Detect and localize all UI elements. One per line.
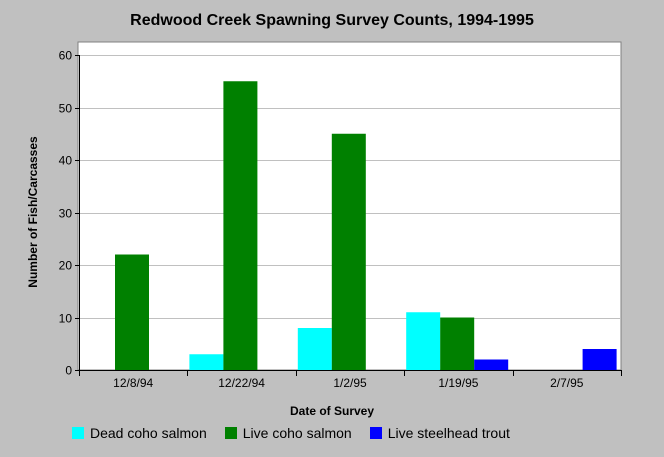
legend: Dead coho salmon Live coho salmon Live ste… xyxy=(72,425,510,441)
y-tick-label: 0 xyxy=(65,364,72,378)
y-tick-label: 10 xyxy=(59,312,73,326)
x-tick-label: 1/19/95 xyxy=(438,376,478,390)
legend-label: Dead coho salmon xyxy=(90,425,207,441)
bar xyxy=(474,359,509,370)
y-tick-label: 60 xyxy=(59,49,73,63)
bar xyxy=(115,254,149,370)
legend-swatch xyxy=(369,427,382,439)
bar xyxy=(223,81,258,370)
y-tick-label: 40 xyxy=(59,154,73,168)
x-tick-label: 1/2/95 xyxy=(333,376,367,390)
y-axis-label: Number of Fish/Carcasses xyxy=(26,136,40,288)
bar xyxy=(297,328,332,370)
legend-swatch xyxy=(224,427,237,439)
legend-swatch xyxy=(72,427,84,439)
bar xyxy=(406,312,441,370)
x-axis-label: Date of Survey xyxy=(289,404,375,418)
x-tick-label: 2/7/95 xyxy=(550,376,584,390)
legend-item: Dead coho salmon xyxy=(72,425,207,441)
legend-label: Live steelhead trout xyxy=(387,425,510,441)
legend-item: Live coho salmon xyxy=(224,425,352,441)
y-tick-label: 20 xyxy=(59,259,73,273)
chart-title: Redwood Creek Spawning Survey Counts, 19… xyxy=(130,12,534,29)
y-tick-label: 30 xyxy=(59,207,73,221)
x-tick-label: 12/8/94 xyxy=(113,376,153,390)
bar xyxy=(582,349,617,370)
y-tick-label: 50 xyxy=(59,102,73,116)
legend-item: Live steelhead trout xyxy=(369,425,510,441)
bar xyxy=(189,354,224,370)
bar xyxy=(440,317,475,370)
legend-label: Live coho salmon xyxy=(242,425,352,441)
x-tick-label: 12/22/94 xyxy=(218,376,265,390)
bar xyxy=(331,133,366,370)
